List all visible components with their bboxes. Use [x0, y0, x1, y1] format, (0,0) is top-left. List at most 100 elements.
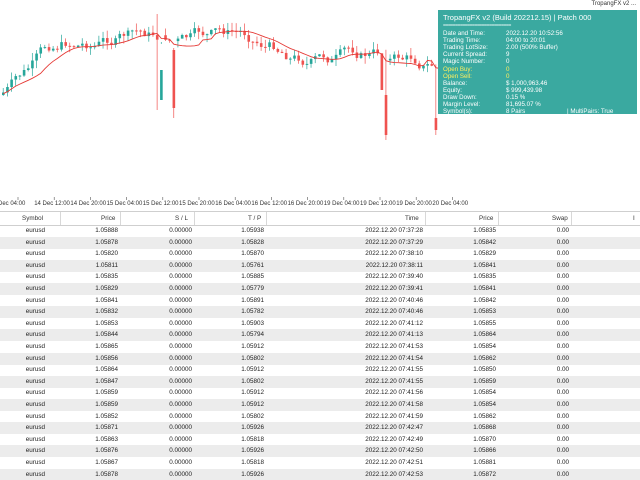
candle-body [35, 53, 38, 61]
header-price[interactable]: Price [101, 215, 116, 222]
panel-row-value: 04:00 to 20:01 [506, 37, 546, 45]
column-divider[interactable] [425, 212, 426, 225]
column-divider[interactable] [266, 212, 267, 225]
column-divider[interactable] [571, 212, 572, 225]
candle-body [130, 30, 134, 32]
candle-body [401, 57, 404, 60]
table-row[interactable]: eurusd 1.05864 0.00000 1.05912 2022.12.20 07… [0, 364, 640, 376]
table-row[interactable]: eurusd 1.05888 0.00000 1.05938 2022.12.20 07… [0, 225, 640, 237]
cell-symbol: eurusd [25, 424, 45, 432]
cell-price2: 1.05841 [473, 261, 496, 269]
table-row[interactable]: eurusd 1.05859 0.00000 1.05912 2022.12.20 07… [0, 387, 640, 399]
candle-body [363, 53, 367, 56]
x-axis-label: 15 Dec 20:00 [179, 201, 215, 207]
cell-time: 2022.12.20 07:42:53 [365, 470, 423, 478]
candle-body [309, 59, 313, 64]
panel-row-label: Trading Time: [443, 37, 481, 45]
cell-price: 1.05811 [95, 261, 118, 269]
header-tp[interactable]: T / P [248, 215, 262, 222]
cell-time: 2022.12.20 07:41:13 [365, 331, 423, 339]
candle-body [189, 33, 192, 38]
panel-row-value: 0 [506, 65, 510, 73]
candle-body [168, 39, 171, 41]
candlestick-chart-canvas[interactable]: Dec 04:00 14 Dec 12:00 14 Dec 20:00 15 Dec … [0, 0, 640, 210]
header-swap[interactable]: Swap [552, 215, 568, 222]
cell-symbol: eurusd [25, 366, 45, 374]
table-row[interactable]: eurusd 1.05852 0.00000 1.05802 2022.12.20 07… [0, 411, 640, 423]
column-divider[interactable] [194, 212, 195, 225]
cell-tp: 1.05818 [241, 459, 264, 466]
cell-price: 1.05865 [95, 343, 118, 350]
candle-body [68, 45, 72, 47]
table-row[interactable]: eurusd 1.05878 0.00000 1.05926 2022.12.20 07… [0, 468, 640, 480]
panel-row: Trading LotSize: 2.00 (500% Buffer) [443, 44, 633, 52]
cell-sl: 0.00000 [169, 389, 192, 397]
header-sl[interactable]: S / L [175, 215, 188, 222]
cell-tp: 1.05870 [241, 250, 264, 258]
cell-price: 1.05888 [95, 227, 118, 234]
table-row[interactable]: eurusd 1.05876 0.00000 1.05926 2022.12.20 07… [0, 445, 640, 458]
table-row[interactable]: eurusd 1.05841 0.00000 1.05891 2022.12.20 07… [0, 295, 640, 307]
header-end[interactable]: I [633, 215, 635, 222]
table-row[interactable]: eurusd 1.05832 0.00000 1.05782 2022.12.20 07… [0, 306, 640, 319]
candle-body [47, 47, 51, 51]
candle-body [322, 54, 325, 58]
table-row[interactable]: eurusd 1.05859 0.00000 1.05912 2022.12.20 07… [0, 399, 640, 411]
cell-symbol: eurusd [25, 308, 45, 316]
ea-info-panel: TropangFX v2 (Build 202212.15) | Patch 0… [438, 10, 637, 116]
cell-sl: 0.00000 [169, 261, 192, 269]
cell-swap: 0.00 [556, 250, 569, 258]
header-symbol[interactable]: Symbol [22, 215, 43, 222]
candle-body [122, 33, 126, 36]
candle-body [97, 41, 101, 46]
cell-swap: 0.00 [556, 401, 569, 408]
table-row[interactable]: eurusd 1.05853 0.00000 1.05903 2022.12.20 07… [0, 318, 640, 330]
candle-body [205, 34, 209, 36]
candle-body [210, 29, 213, 35]
column-divider[interactable] [498, 212, 499, 225]
table-row[interactable]: eurusd 1.05844 0.00000 1.05794 2022.12.20 07… [0, 329, 640, 342]
candle-body [222, 28, 226, 34]
cell-price2: 1.05835 [473, 227, 496, 234]
table-row[interactable]: eurusd 1.05878 0.00000 1.05828 2022.12.20 07… [0, 236, 640, 249]
table-row[interactable]: eurusd 1.05835 0.00000 1.05885 2022.12.20 07… [0, 271, 640, 283]
panel-row: Open Sell: 0 [443, 73, 633, 81]
cell-symbol: eurusd [25, 412, 45, 420]
trade-table[interactable]: Symbol Price S / L T / P Time Price Swap… [0, 211, 640, 480]
cell-price2: 1.05872 [473, 470, 496, 478]
header-price2[interactable]: Price [479, 215, 494, 222]
table-row[interactable]: eurusd 1.05847 0.00000 1.05802 2022.12.20 07… [0, 375, 640, 388]
price-chart[interactable]: Dec 04:00 14 Dec 12:00 14 Dec 20:00 15 Dec … [0, 0, 640, 210]
table-row[interactable]: eurusd 1.05863 0.00000 1.05818 2022.12.20 07… [0, 434, 640, 446]
cell-sl: 0.00000 [169, 366, 192, 374]
column-divider[interactable] [60, 212, 61, 225]
candle-body [301, 60, 305, 65]
cell-price: 1.05871 [95, 424, 118, 432]
cell-time: 2022.12.20 07:37:29 [365, 238, 423, 246]
candle-body [318, 54, 321, 57]
header-time[interactable]: Time [405, 215, 419, 222]
candle-body [106, 38, 109, 43]
panel-row: Balance: $ 1,000,963.46 [443, 80, 633, 88]
panel-row: Trading Time: 04:00 to 20:01 [443, 37, 633, 45]
candle-body [14, 76, 18, 80]
x-axis-label: 16 Dec 20:00 [288, 201, 324, 207]
panel-row: Current Spread: 9 [443, 51, 633, 59]
candle-body [359, 53, 363, 58]
table-row[interactable]: eurusd 1.05829 0.00000 1.05779 2022.12.20 07… [0, 283, 640, 295]
cell-price2: 1.05829 [473, 250, 496, 258]
panel-separator: ============================ [443, 23, 511, 29]
cell-price: 1.05878 [95, 238, 118, 246]
cell-symbol: eurusd [25, 319, 45, 327]
table-row[interactable]: eurusd 1.05820 0.00000 1.05870 2022.12.20 07… [0, 248, 640, 260]
candle-body [155, 35, 159, 40]
column-divider[interactable] [120, 212, 121, 225]
table-row[interactable]: eurusd 1.05871 0.00000 1.05926 2022.12.20 07… [0, 422, 640, 435]
table-row[interactable]: eurusd 1.05811 0.00000 1.05761 2022.12.20 07… [0, 259, 640, 272]
panel-row-value: $ 1,000,963.46 [506, 79, 548, 87]
panel-row-value: 8 Pairs [506, 108, 526, 116]
cell-tp: 1.05912 [241, 389, 264, 397]
table-row[interactable]: eurusd 1.05856 0.00000 1.05802 2022.12.20 07… [0, 352, 640, 365]
table-row[interactable]: eurusd 1.05865 0.00000 1.05912 2022.12.20 07… [0, 341, 640, 353]
table-row[interactable]: eurusd 1.05867 0.00000 1.05818 2022.12.20 07… [0, 457, 640, 469]
